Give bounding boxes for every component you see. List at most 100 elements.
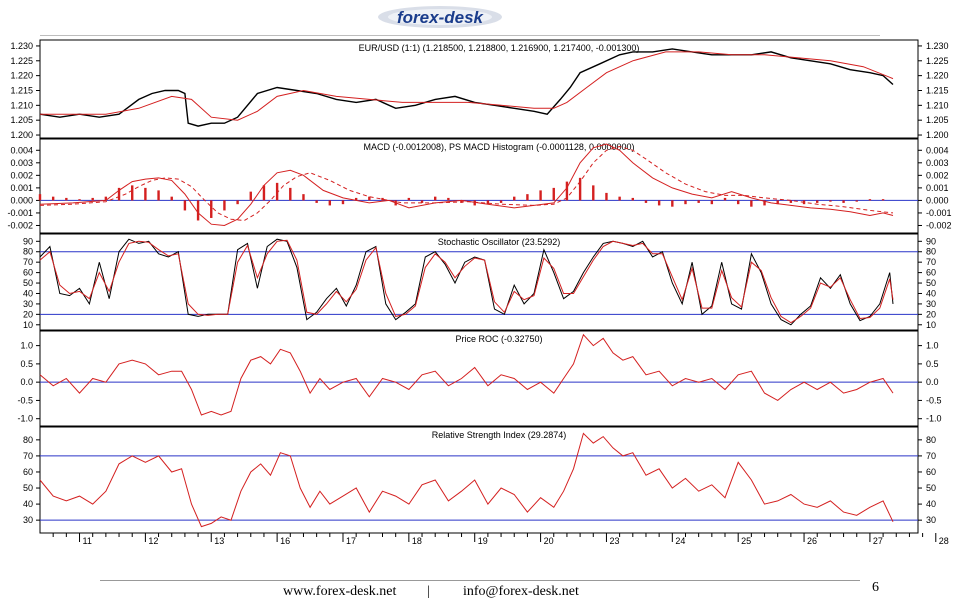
- x-tick-label: 19: [478, 536, 488, 546]
- histogram-bar: [816, 200, 819, 203]
- histogram-bar: [381, 197, 384, 201]
- x-tick-label: 23: [609, 536, 619, 546]
- forex-desk-logo: forex-desk: [378, 6, 502, 28]
- histogram-bar: [473, 200, 476, 206]
- x-tick-label: 28: [939, 536, 949, 546]
- y-tick-label-right: 1.0: [926, 341, 939, 351]
- y-tick-label-left: 60: [23, 467, 33, 477]
- y-tick-label-left: -0.001: [7, 208, 33, 218]
- x-tick-label: 24: [675, 536, 685, 546]
- footer-website-link[interactable]: www.forex-desk.net: [283, 584, 397, 599]
- y-tick-label-left: 1.215: [10, 85, 33, 95]
- footer-divider: [100, 580, 860, 581]
- panel-title: Stochastic Oscillator (23.5292): [438, 237, 561, 247]
- histogram-bar: [131, 185, 134, 201]
- histogram-bar: [315, 200, 318, 203]
- %D-line: [39, 239, 894, 324]
- y-tick-label-right: 1.215: [926, 85, 949, 95]
- histogram-bar: [486, 200, 490, 205]
- y-tick-label-right: 50: [926, 483, 936, 493]
- y-tick-label-left: -1.0: [17, 414, 33, 424]
- y-tick-label-left: 1.200: [10, 130, 33, 140]
- y-tick-label-right: 70: [926, 451, 936, 461]
- y-tick-label-right: 60: [926, 268, 936, 278]
- histogram-bar: [341, 200, 345, 205]
- logo-text: forex-desk: [397, 8, 485, 27]
- histogram-bar: [117, 187, 121, 201]
- panel-title: MACD (-0.0012008), PS MACD Histogram (-0…: [364, 142, 635, 152]
- y-tick-label-right: 0.003: [926, 158, 949, 168]
- histogram-bar: [842, 200, 845, 203]
- y-tick-label-right: 0.0: [926, 377, 939, 387]
- y-tick-label-right: 40: [926, 499, 936, 509]
- y-tick-label-right: 0.004: [926, 145, 949, 155]
- y-tick-label-right: 1.210: [926, 100, 949, 110]
- y-tick-label-right: 40: [926, 288, 936, 298]
- x-tick-label: 13: [214, 536, 224, 546]
- y-tick-label-left: 0.000: [10, 195, 33, 205]
- y-tick-label-left: -0.002: [7, 220, 33, 230]
- histogram-bar: [552, 187, 555, 201]
- x-tick-label: 17: [346, 536, 356, 546]
- histogram-bar: [763, 200, 766, 206]
- macd-line: [39, 143, 894, 227]
- y-tick-label-left: 30: [23, 515, 33, 525]
- histogram-bar: [38, 194, 42, 201]
- histogram-bar: [407, 197, 411, 201]
- histogram-bar: [183, 200, 187, 211]
- panel-frame: [39, 233, 919, 331]
- y-tick-label-right: 0.5: [926, 359, 939, 369]
- y-tick-label-left: 1.205: [10, 115, 33, 125]
- y-tick-label-right: 1.230: [926, 41, 949, 51]
- panel-frame: [39, 138, 919, 234]
- roc-line: [39, 333, 894, 416]
- histogram-bar: [684, 200, 687, 205]
- histogram-bar: [91, 197, 94, 201]
- histogram-bar: [249, 191, 252, 201]
- y-tick-label-right: -0.002: [926, 220, 952, 230]
- histogram-bar: [697, 200, 700, 203]
- histogram-bar: [170, 196, 173, 201]
- y-tick-label-left: 0.0: [20, 377, 33, 387]
- y-tick-label-right: 30: [926, 299, 936, 309]
- page-number: 6: [872, 580, 879, 595]
- y-tick-label-left: 0.002: [10, 170, 33, 180]
- x-tick-label: 16: [280, 536, 290, 546]
- histogram-bar: [802, 200, 806, 205]
- y-tick-label-right: 80: [926, 247, 936, 257]
- y-tick-label-right: 0.000: [926, 195, 949, 205]
- y-tick-label-right: 10: [926, 320, 936, 330]
- y-tick-label-right: 1.225: [926, 56, 949, 66]
- histogram-bar: [302, 194, 305, 201]
- y-tick-label-right: 20: [926, 309, 936, 319]
- histogram-bar: [223, 200, 226, 211]
- histogram-bar: [592, 185, 595, 201]
- histogram-bar: [513, 196, 516, 201]
- histogram-bar: [499, 200, 503, 203]
- histogram-bar: [354, 197, 358, 201]
- footer-email-link[interactable]: info@forex-desk.net: [463, 584, 579, 599]
- histogram-bar: [65, 197, 68, 201]
- signal-line: [39, 145, 894, 222]
- histogram-bar: [605, 192, 608, 201]
- y-tick-label-right: -0.5: [926, 395, 942, 405]
- header-divider: [40, 35, 880, 36]
- y-tick-label-left: 1.225: [10, 56, 33, 66]
- histogram-bar: [289, 187, 292, 201]
- histogram-bar: [196, 200, 200, 221]
- histogram-bar: [144, 187, 147, 201]
- histogram-bar: [51, 196, 55, 201]
- histogram-bar: [881, 199, 885, 201]
- y-tick-label-left: 1.210: [10, 100, 33, 110]
- histogram-bar: [236, 200, 239, 205]
- panel-frame: [39, 39, 919, 139]
- histogram-bar: [750, 200, 753, 207]
- histogram-bar: [855, 200, 858, 202]
- y-tick-label-right: -0.001: [926, 208, 952, 218]
- histogram-bar: [447, 197, 450, 201]
- page-footer: www.forex-desk.net | info@forex-desk.net…: [0, 572, 960, 600]
- x-tick-label: 25: [741, 536, 751, 546]
- y-tick-label-left: -0.5: [17, 395, 33, 405]
- panel-frame: [39, 330, 919, 427]
- histogram-bar: [394, 200, 397, 206]
